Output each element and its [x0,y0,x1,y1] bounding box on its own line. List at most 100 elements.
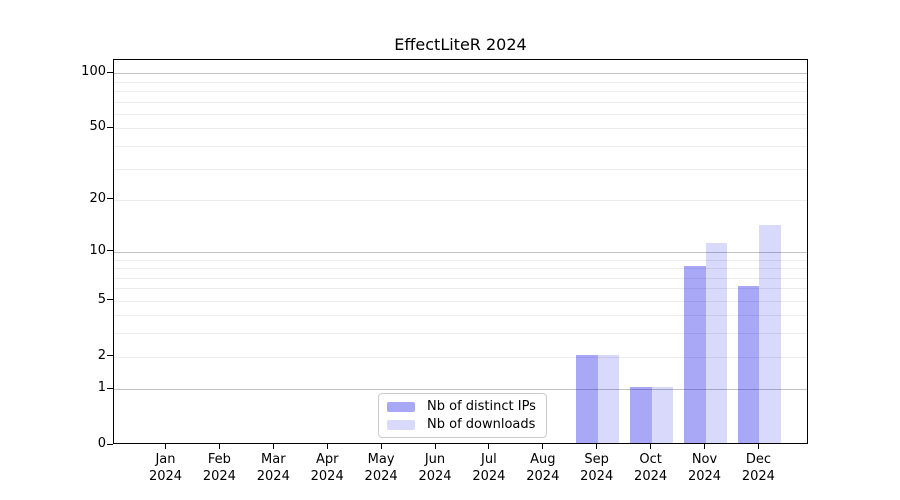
gridline-minor-30 [114,168,807,170]
legend-item-distinct-ips: Nb of distinct IPs [387,399,536,414]
gridline-major-10 [114,251,807,253]
bar-downloads-sep [597,354,620,443]
x-tick-mark-mar [272,444,274,449]
gridline-minor-7 [114,277,807,279]
x-tick-mark-sep [596,444,598,449]
y-tick-label-10: 10 [89,242,106,258]
x-tick-label-apr: Apr 2024 [297,452,357,485]
x-tick-label-sep: Sep 2024 [567,452,627,485]
x-tick-year: 2024 [634,468,668,484]
x-tick-month: Dec [745,452,771,467]
x-tick-mark-nov [704,444,705,449]
plot-area [113,59,808,444]
bar-downloads-nov [705,242,727,443]
legend: Nb of distinct IPs Nb of downloads [378,393,547,438]
x-tick-month: Apr [315,452,339,467]
x-tick-month: Nov [691,452,718,467]
x-tick-month: Jul [481,452,497,467]
chart-title: EffectLiteR 2024 [394,35,527,54]
y-tick-label-1: 1 [97,380,106,396]
x-tick-year: 2024 [202,468,236,484]
gridline-minor-70 [114,101,807,103]
x-tick-mark-oct [650,444,652,449]
x-tick-month: Mar [261,452,286,467]
x-tick-mark-feb [218,444,220,449]
gridline-minor-5 [114,300,807,302]
x-tick-year: 2024 [148,468,183,484]
x-tick-label-nov: Nov 2024 [675,452,735,485]
gridline-minor-60 [114,114,807,116]
bar-downloads-oct [651,387,674,443]
x-tick-year: 2024 [741,468,775,484]
bar-distinct-ips-dec [737,286,760,443]
x-tick-label-may: May 2024 [351,452,411,485]
gridline-minor-20 [114,199,807,201]
x-tick-month: May [367,452,395,467]
x-tick-label-oct: Oct 2024 [621,452,681,485]
gridline-minor-9 [114,259,807,261]
y-tick-mark-100 [107,71,113,73]
x-tick-label-aug: Aug 2024 [513,452,573,485]
gridline-minor-40 [114,146,807,148]
y-tick-label-5: 5 [97,291,106,307]
x-tick-month: Aug [530,452,556,467]
y-tick-mark-20 [107,198,113,200]
x-tick-month: Feb [207,452,231,467]
x-tick-year: 2024 [526,468,560,484]
gridline-minor-80 [114,91,807,93]
x-tick-year: 2024 [256,468,290,484]
legend-swatch-distinct-ips-icon [387,401,415,412]
y-tick-mark-0 [107,443,113,445]
x-tick-year: 2024 [418,468,452,484]
x-tick-month: Oct [639,452,662,467]
legend-swatch-downloads-icon [387,419,415,430]
y-tick-mark-2 [107,355,113,357]
x-tick-mark-may [380,444,382,449]
gridline-minor-6 [114,288,807,290]
x-tick-mark-jun [434,444,436,449]
x-tick-mark-jan [165,444,166,449]
y-tick-label-2: 2 [97,347,106,363]
x-tick-year: 2024 [687,468,722,484]
x-tick-label-feb: Feb 2024 [189,452,249,485]
x-tick-label-jun: Jun 2024 [405,452,465,485]
x-tick-year: 2024 [310,468,344,484]
x-tick-label-dec: Dec 2024 [728,452,788,485]
y-tick-label-100: 100 [81,64,106,80]
gridline-minor-8 [114,268,807,270]
legend-label-distinct-ips: Nb of distinct IPs [427,399,536,414]
y-tick-label-0: 0 [97,436,106,451]
bar-distinct-ips-nov [684,266,706,443]
x-tick-mark-aug [542,444,544,449]
gridline-major-1 [114,389,807,391]
bar-distinct-ips-sep [576,354,598,443]
x-tick-mark-dec [757,444,759,449]
x-tick-label-mar: Mar 2024 [243,452,303,485]
gridline-minor-2 [114,356,807,358]
x-tick-month: Jun [424,452,446,467]
x-tick-label-jul: Jul 2024 [459,452,519,485]
y-tick-mark-1 [107,387,113,389]
y-tick-label-20: 20 [89,190,106,206]
gridline-minor-90 [114,81,807,83]
gridline-major-100 [114,73,807,75]
x-tick-year: 2024 [580,468,614,484]
x-tick-mark-apr [326,444,328,449]
legend-label-downloads: Nb of downloads [427,417,536,432]
x-tick-month: Sep [584,452,609,467]
x-tick-mark-jul [488,444,490,449]
x-tick-label-jan: Jan 2024 [136,452,196,485]
gridline-minor-4 [114,315,807,317]
x-tick-year: 2024 [364,468,398,484]
y-tick-label-50: 50 [89,119,106,135]
bar-distinct-ips-oct [630,387,652,443]
legend-item-downloads: Nb of downloads [387,417,536,432]
y-tick-mark-5 [107,299,113,301]
y-tick-mark-10 [107,250,113,252]
x-tick-month: Jan [155,452,176,467]
y-tick-mark-50 [107,126,113,128]
x-tick-year: 2024 [472,468,506,484]
gridline-minor-50 [114,128,807,130]
bar-downloads-dec [759,225,781,443]
gridline-minor-3 [114,333,807,335]
